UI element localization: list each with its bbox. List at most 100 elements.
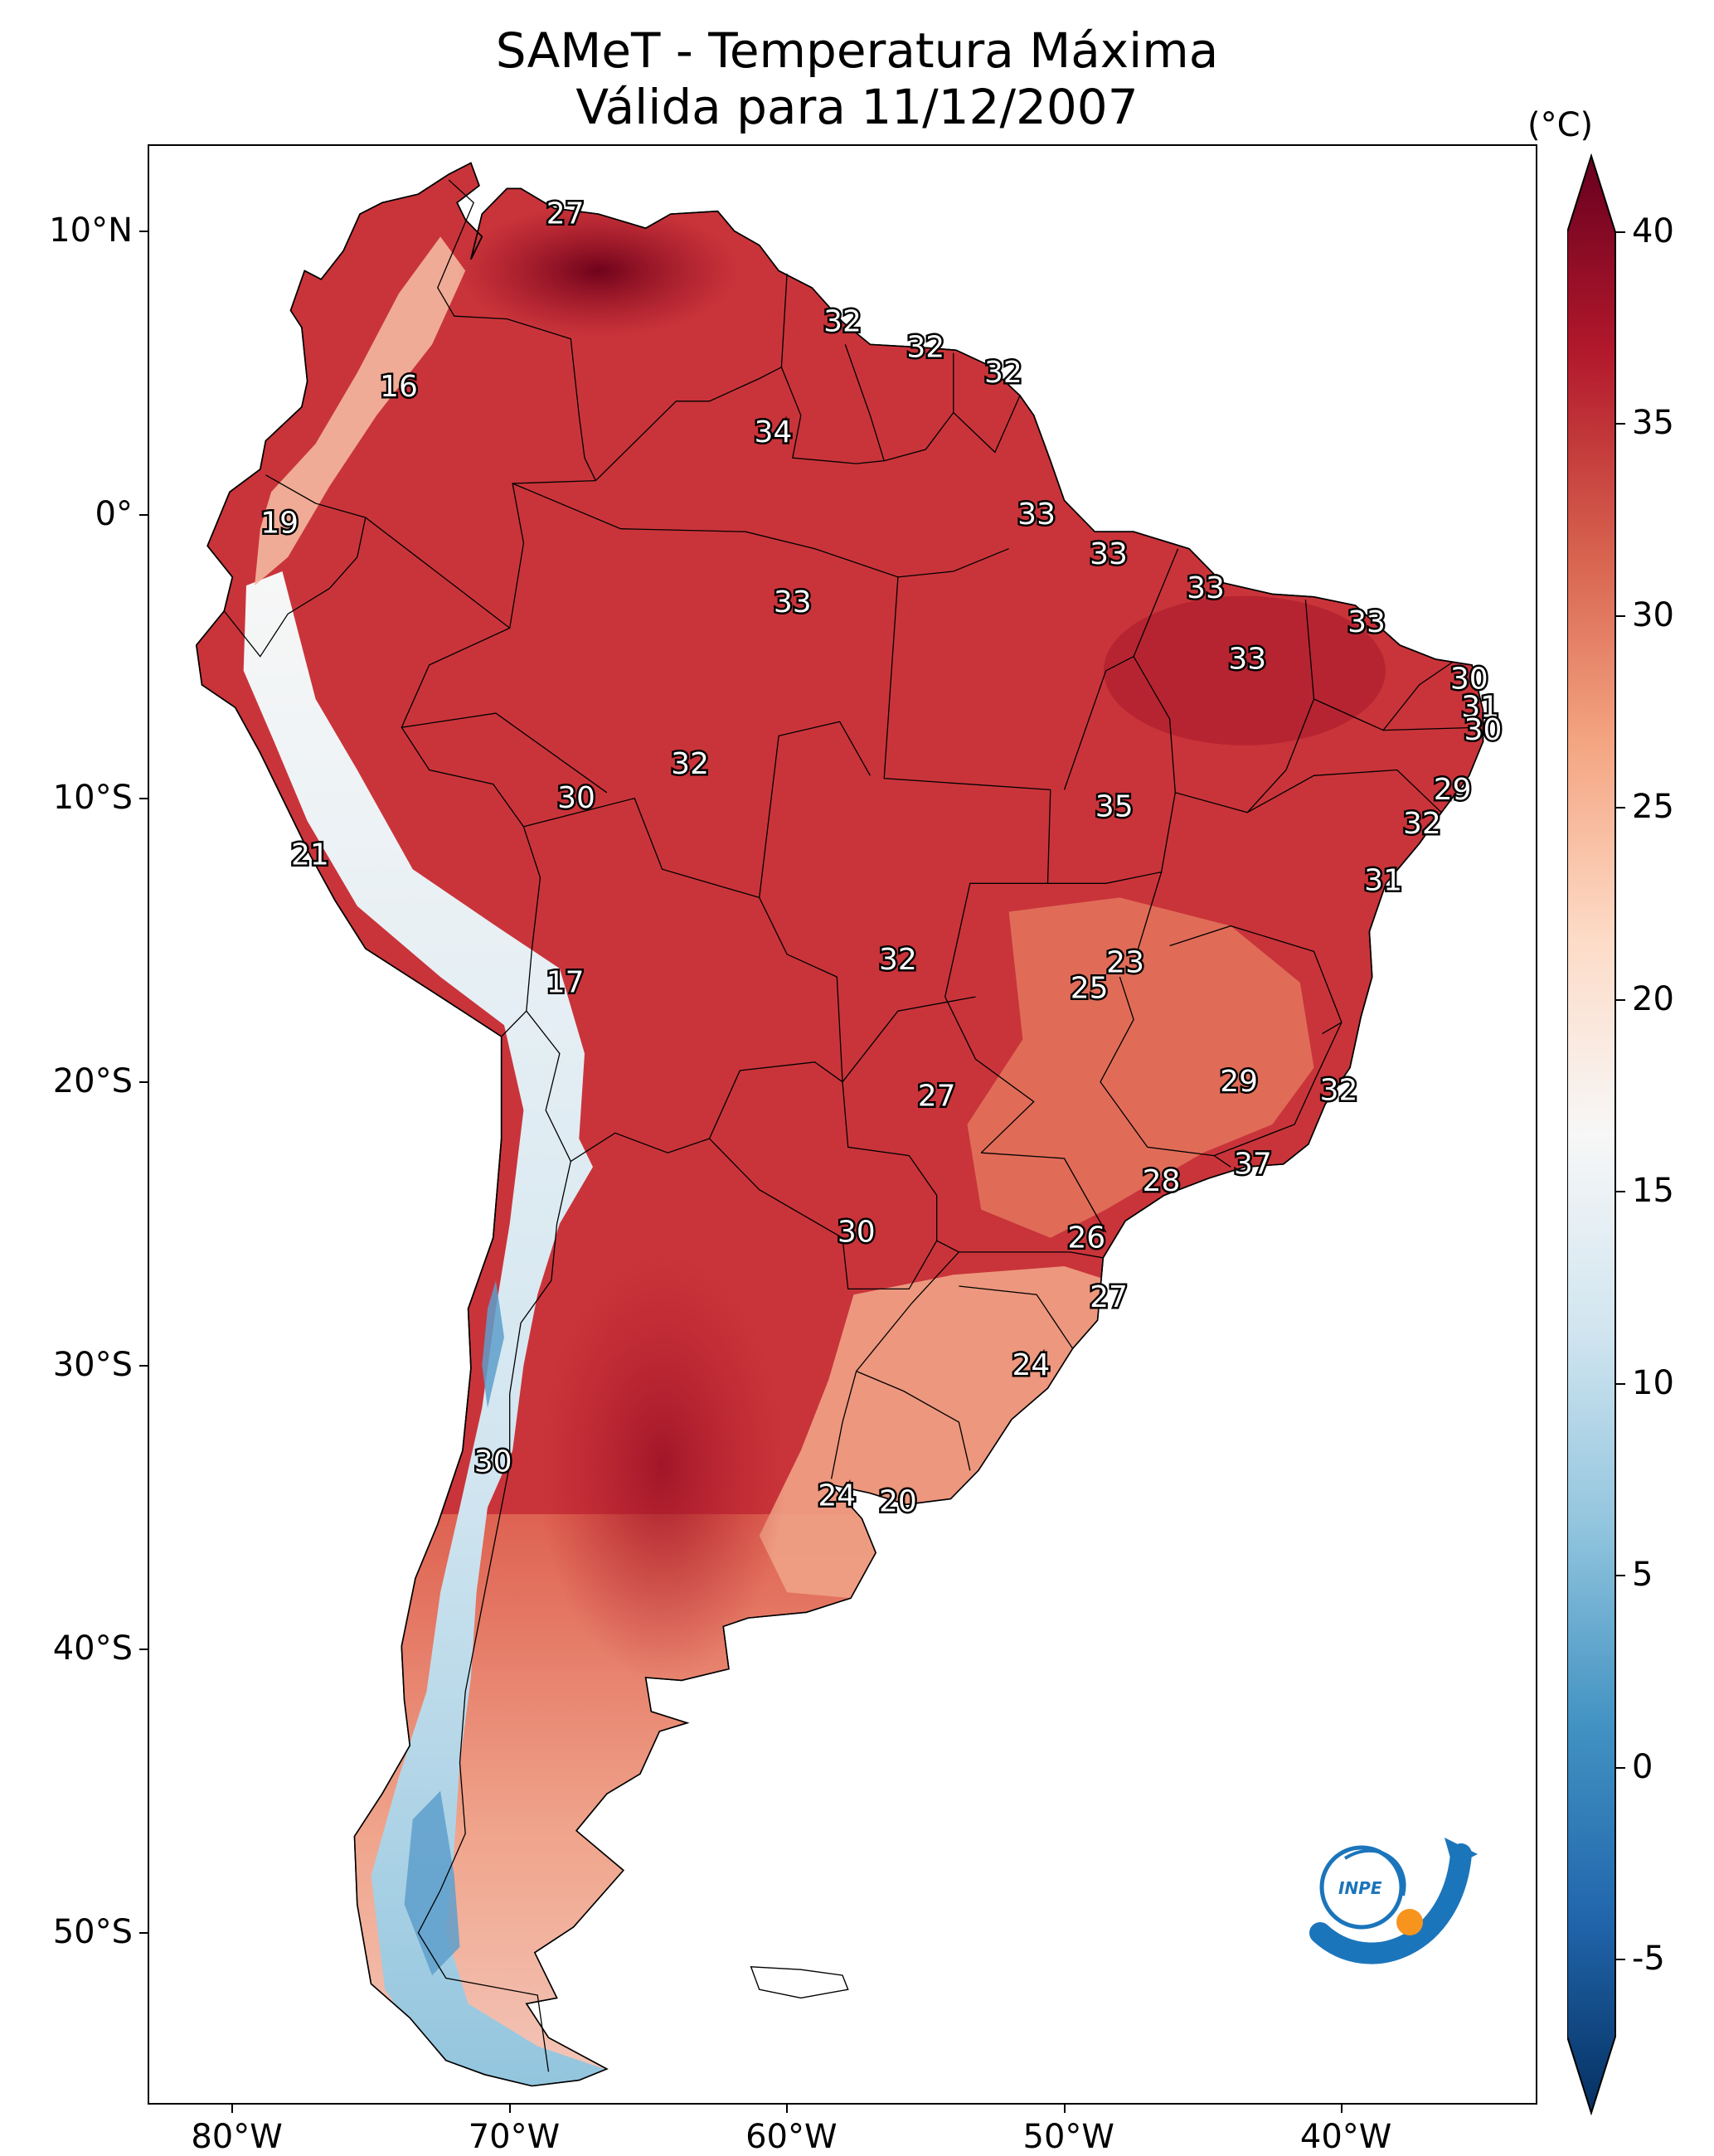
longitude-tick (231, 2103, 234, 2113)
latitude-tick (139, 1080, 149, 1083)
latitude-label: 40°S (52, 1629, 133, 1668)
station-value-label: 29 (1434, 773, 1472, 807)
border-line (417, 1161, 571, 2072)
station-value-label: 24 (1012, 1348, 1050, 1382)
coastline (195, 162, 1484, 2087)
station-value-label: 30 (838, 1215, 876, 1249)
station-value-label: 19 (260, 506, 299, 540)
map-title: SAMeT - Temperatura Máxima (495, 22, 1219, 79)
border-line (842, 996, 976, 1083)
station-value-label: 26 (1067, 1221, 1105, 1255)
colorbar-tick-label: 35 (1632, 404, 1674, 443)
colorbar-tick-label: 10 (1632, 1363, 1674, 1402)
border-line (223, 517, 367, 658)
border-line (759, 721, 871, 898)
border-line (953, 395, 1021, 454)
latitude-tick (139, 230, 149, 232)
central-plateau-zone (967, 897, 1314, 1238)
longitude-tick (508, 2103, 511, 2113)
station-value-label: 32 (984, 356, 1022, 390)
station-value-label: 33 (1187, 571, 1225, 605)
colorbar-tick (1615, 231, 1625, 233)
latitude-label: 0° (95, 494, 133, 533)
border-line (501, 826, 541, 1037)
station-value-label: 23 (1106, 946, 1144, 980)
colorbar-tick-label: -5 (1632, 1940, 1665, 1979)
station-value-label: 33 (1017, 498, 1056, 532)
border-line (959, 1251, 1104, 1259)
border-line (1322, 1022, 1343, 1035)
falkland-islands (750, 1966, 849, 1999)
station-value-label: 20 (879, 1484, 917, 1518)
map-subtitle: Válida para 11/12/2007 (575, 79, 1139, 135)
border-line (959, 1285, 1074, 1349)
station-value-label: 29 (1220, 1065, 1258, 1099)
border-line (1213, 1155, 1231, 1168)
border-line (1100, 925, 1343, 1157)
border-line (401, 712, 608, 794)
border-line (883, 576, 1051, 791)
latitude-label: 50°S (52, 1912, 133, 1951)
colorbar-tick (1615, 998, 1625, 1001)
border-line (1313, 661, 1454, 731)
latitude-label: 30°S (52, 1345, 133, 1384)
colorbar-tick (1615, 807, 1625, 809)
latitude-tick (139, 1648, 149, 1650)
border-line (595, 367, 782, 482)
station-value-label: 31 (1461, 691, 1499, 725)
colorbar-tick (1615, 614, 1625, 617)
station-value-label: 27 (918, 1079, 956, 1113)
colorbar-tick (1615, 1959, 1625, 1961)
latitude-tick (139, 797, 149, 799)
station-value-label: 32 (823, 305, 862, 339)
colorbar-tick-label: 40 (1632, 212, 1674, 250)
station-value-label: 27 (546, 197, 585, 231)
longitude-tick (1340, 2103, 1343, 2113)
station-value-label: 30 (1450, 663, 1488, 697)
colorbar-tick (1615, 1575, 1625, 1577)
latitude-tick (139, 513, 149, 516)
colorbar-tick-label: 15 (1632, 1172, 1674, 1211)
map-frame: 27 16 19 32 32 32 34 33 33 33 33 33 33 30 31 30 32 30 29 35… (148, 144, 1537, 2105)
southern-chile-cold-zone (404, 1280, 504, 1976)
longitude-label: 80°W (191, 2118, 283, 2156)
station-value-label: 34 (754, 415, 792, 449)
latitude-label: 20°S (52, 1061, 133, 1100)
station-value-label: 24 (818, 1479, 856, 1513)
station-value-label: 32 (906, 330, 944, 364)
southern-brazil-cooler-zone (759, 1266, 1109, 1599)
colorbar-tick (1615, 423, 1625, 425)
venezuela-hotspot (457, 204, 740, 337)
station-value-label: 31 (1364, 863, 1402, 897)
station-value-label: 32 (879, 943, 917, 977)
border-line (830, 1251, 959, 1479)
border-line (1383, 726, 1481, 731)
argentina-hotspot (537, 1249, 787, 1681)
andes-cold-zone (243, 571, 621, 2086)
latitude-label: 10°N (49, 211, 133, 250)
station-value-label: 30 (1464, 713, 1503, 747)
longitude-label: 40°W (1299, 2118, 1392, 2156)
inpe-logo: INPE (1309, 1838, 1478, 1964)
station-value-label: 37 (1234, 1147, 1272, 1181)
patagonia-gradient (196, 1514, 1483, 2086)
border-line (526, 1010, 843, 1163)
longitude-label: 50°W (1022, 2118, 1114, 2156)
longitude-label: 60°W (745, 2118, 838, 2156)
station-value-label: 30 (474, 1445, 512, 1479)
latitude-label: 10°S (52, 778, 133, 817)
longitude-label: 70°W (468, 2118, 561, 2156)
colorbar-tick-label: 5 (1632, 1556, 1653, 1595)
border-line (1133, 548, 1179, 657)
border-line (944, 882, 1048, 1153)
inpe-logo-text: INPE (1338, 1878, 1382, 1898)
border-line (1046, 789, 1051, 884)
colorbar (1567, 153, 1616, 2116)
border-line (856, 1371, 971, 1471)
border-line (981, 1152, 1107, 1233)
border-line (401, 479, 596, 828)
station-value-label: 30 (557, 781, 595, 815)
colorbar-tick-label: 25 (1632, 788, 1674, 827)
